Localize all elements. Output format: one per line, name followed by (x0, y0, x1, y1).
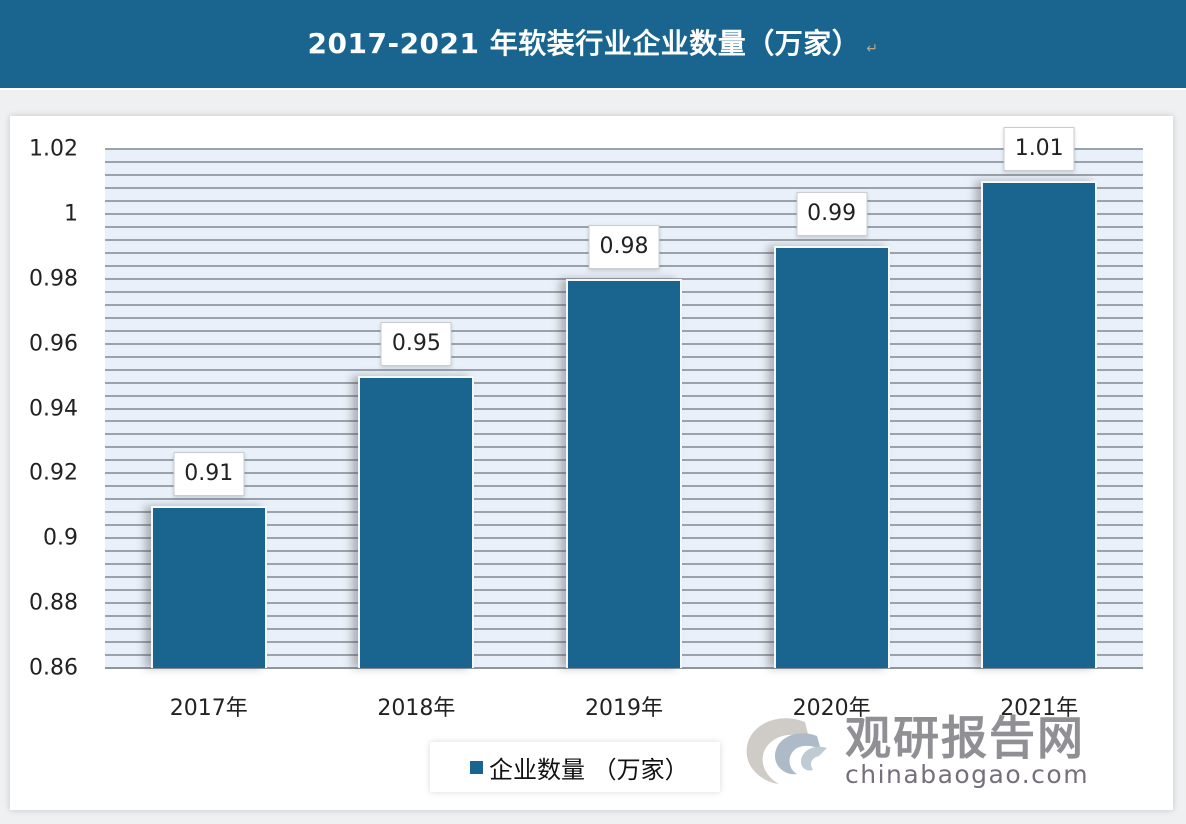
y-tick-label: 0.94 (29, 396, 78, 421)
y-tick-label: 0.86 (29, 655, 78, 681)
data-label: 0.91 (173, 451, 245, 496)
paragraph-mark-icon: ↵ (866, 41, 879, 57)
bar[interactable] (150, 505, 267, 668)
x-tick-label: 2018年 (377, 696, 456, 721)
y-tick-label: 0.9 (43, 525, 78, 551)
gridline (105, 148, 1143, 150)
y-tick-label: 1 (64, 201, 78, 227)
title-banner: 2017-2021 年软装行业企业数量（万家） ↵ (0, 0, 1186, 88)
y-tick-label: 0.92 (29, 460, 78, 486)
x-tick-label: 2017年 (169, 696, 248, 721)
legend-swatch-icon (470, 760, 483, 774)
watermark-logo-icon (746, 718, 827, 784)
chart-title: 2017-2021 年软装行业企业数量（万家） ↵ (0, 0, 1186, 88)
data-label: 1.01 (1003, 127, 1075, 172)
watermark: 观研报告网 chinabaogao.com (735, 700, 1115, 800)
y-tick-label: 0.98 (29, 266, 78, 292)
y-tick-label: 0.88 (29, 590, 78, 616)
watermark-en-text: chinabaogao.com (845, 760, 1090, 789)
data-label: 0.98 (588, 224, 660, 269)
x-tick-label: 2019年 (585, 696, 663, 721)
gridline (105, 199, 1143, 202)
bar[interactable] (566, 278, 682, 668)
chart-title-text: 2017-2021 年软装行业企业数量（万家） (307, 27, 861, 60)
watermark-cn-text: 观研报告网 (845, 711, 1085, 765)
gridline (105, 173, 1143, 176)
data-label: 0.99 (796, 192, 868, 237)
x-tick-label: 2021年 (1000, 696, 1079, 721)
bar[interactable] (773, 246, 890, 668)
gridline (105, 160, 1143, 163)
y-tick-label: 0.96 (29, 331, 78, 357)
y-tick-label: 1.02 (29, 136, 78, 162)
gridline (105, 186, 1143, 189)
bar[interactable] (358, 376, 475, 668)
data-label: 0.95 (380, 322, 452, 367)
legend-label: 企业数量 （万家） (489, 755, 689, 784)
legend: 企业数量 （万家） (430, 742, 720, 792)
x-tick-label: 2020年 (792, 696, 871, 721)
bar[interactable] (981, 181, 1098, 668)
gridline (105, 212, 1143, 215)
x-axis-line (105, 667, 1143, 669)
